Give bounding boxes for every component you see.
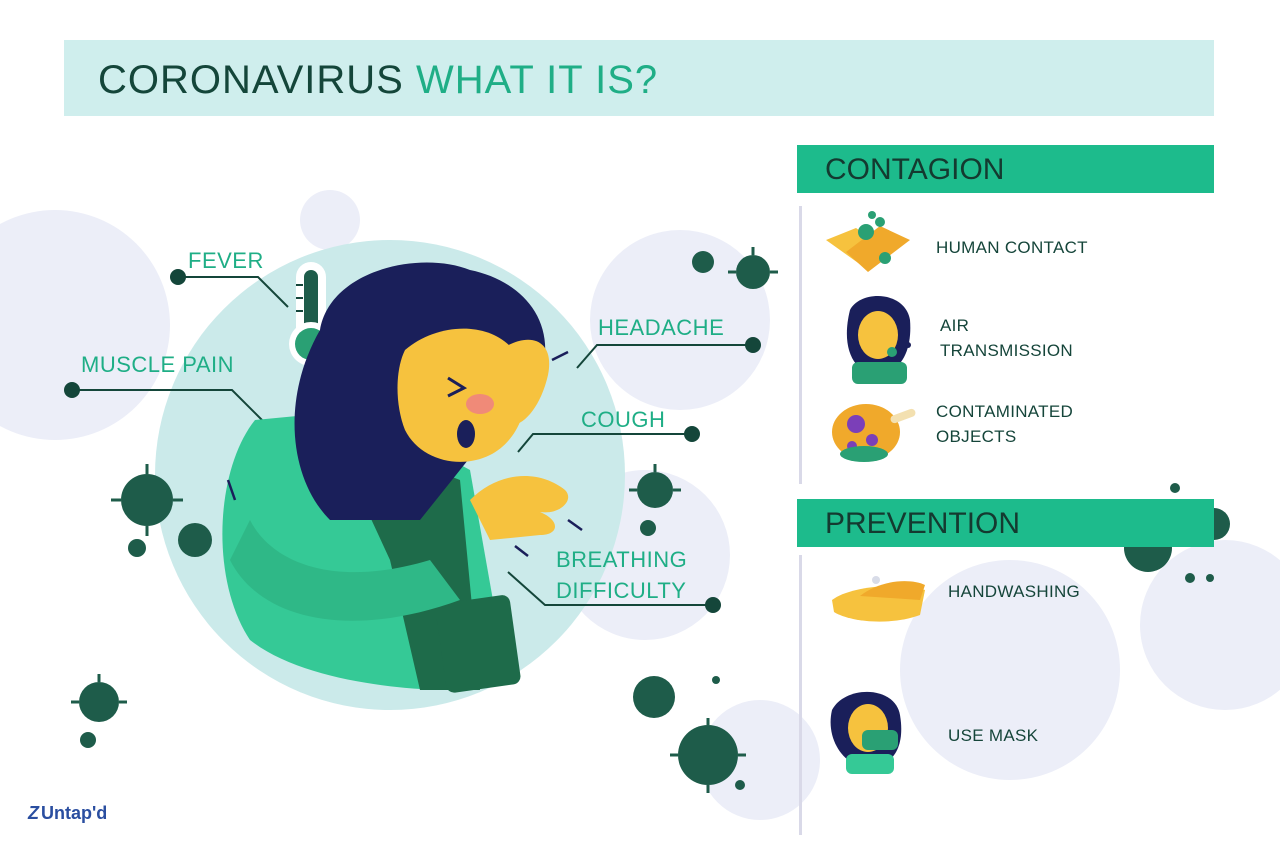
background-blob xyxy=(900,560,1120,780)
title-bar xyxy=(64,40,1214,116)
symptom-breathing-label-1: BREATHING xyxy=(556,547,688,572)
contagion-item-human-contact: HUMAN CONTACT xyxy=(936,235,1088,260)
prevention-item-line: HANDWASHING xyxy=(948,582,1081,601)
virus-spikes xyxy=(71,247,778,793)
contagion-item-line: AIR xyxy=(940,316,970,335)
symptom-cough-label: COUGH xyxy=(581,407,666,432)
background-blob xyxy=(300,190,360,250)
prevention-item-handwashing: HANDWASHING xyxy=(948,579,1080,604)
symptom-fever-label: FEVER xyxy=(188,248,264,273)
symptom-breathing-label-2: DIFFICULTY xyxy=(556,578,687,603)
untapd-logo-icon: Z xyxy=(28,803,39,823)
handwashing-icon xyxy=(832,576,925,622)
background-blob xyxy=(590,230,770,410)
pointer-dots xyxy=(64,269,761,613)
brand-logo: Z Untap'd xyxy=(28,803,107,824)
title-part-2: WHAT IT IS? xyxy=(415,58,659,102)
prevention-heading: PREVENTION xyxy=(825,507,1021,540)
symptom-muscle-pain-label: MUSCLE PAIN xyxy=(81,352,235,377)
prevention-header: PREVENTION xyxy=(797,499,1214,547)
prevention-item-use-mask: USE MASK xyxy=(948,723,1038,748)
masked-woman-icon xyxy=(830,691,902,774)
symptom-pointer-lines xyxy=(72,276,753,606)
background-blob xyxy=(1140,540,1280,710)
contagion-divider xyxy=(799,206,802,484)
contagion-item-line: TRANSMISSION xyxy=(940,341,1074,360)
brand-name: Untap'd xyxy=(41,803,108,823)
prevention-divider xyxy=(799,555,802,835)
contagion-item-line: HUMAN CONTACT xyxy=(936,238,1088,257)
contagion-header: CONTAGION xyxy=(797,145,1214,193)
contaminated-food-icon xyxy=(832,404,916,462)
contagion-item-air-transmission: AIR TRANSMISSION xyxy=(940,313,1073,363)
contagion-item-line: CONTAMINATED xyxy=(936,402,1074,421)
title-part-1: CORONAVIRUS xyxy=(98,58,404,102)
handshake-icon xyxy=(826,211,910,272)
prevention-item-line: USE MASK xyxy=(948,726,1039,745)
sneezing-woman-icon xyxy=(846,296,911,384)
page-title: CORONAVIRUS WHAT IT IS? xyxy=(98,58,658,103)
symptom-headache-label: HEADACHE xyxy=(598,315,725,340)
sick-woman-illustration xyxy=(222,262,583,693)
contagion-item-line: OBJECTS xyxy=(936,427,1017,446)
contagion-heading: CONTAGION xyxy=(825,153,1005,186)
contagion-item-contaminated-objects: CONTAMINATED OBJECTS xyxy=(936,399,1073,449)
